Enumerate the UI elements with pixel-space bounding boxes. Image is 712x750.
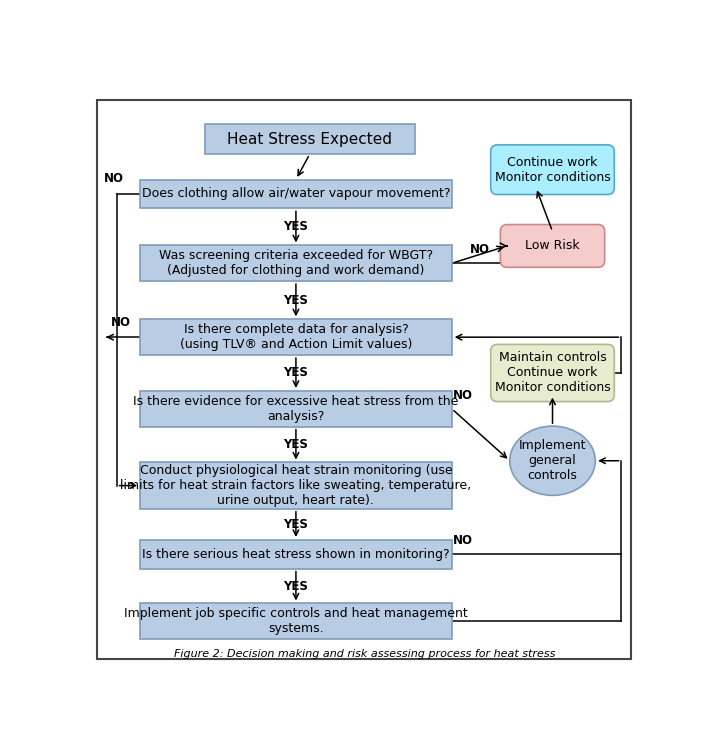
Text: Is there complete data for analysis?
(using TLV® and Action Limit values): Is there complete data for analysis? (us… — [179, 323, 412, 351]
FancyBboxPatch shape — [205, 124, 414, 154]
FancyBboxPatch shape — [140, 540, 452, 568]
Text: Figure 2: Decision making and risk assessing process for heat stress: Figure 2: Decision making and risk asses… — [174, 649, 555, 658]
FancyBboxPatch shape — [140, 320, 452, 355]
Text: Is there evidence for excessive heat stress from the
analysis?: Is there evidence for excessive heat str… — [133, 394, 459, 423]
Text: NO: NO — [469, 243, 489, 256]
FancyBboxPatch shape — [140, 179, 452, 209]
Text: NO: NO — [453, 388, 473, 402]
FancyBboxPatch shape — [140, 463, 452, 509]
Text: YES: YES — [283, 220, 308, 233]
Text: NO: NO — [110, 316, 130, 328]
Ellipse shape — [510, 426, 595, 496]
Text: Continue work
Monitor conditions: Continue work Monitor conditions — [495, 156, 610, 184]
Text: Implement job specific controls and heat management
systems.: Implement job specific controls and heat… — [124, 608, 468, 635]
FancyBboxPatch shape — [140, 245, 452, 281]
Text: Does clothing allow air/water vapour movement?: Does clothing allow air/water vapour mov… — [142, 188, 450, 200]
Text: Was screening criteria exceeded for WBGT?
(Adjusted for clothing and work demand: Was screening criteria exceeded for WBGT… — [159, 249, 433, 278]
Text: YES: YES — [283, 294, 308, 307]
Text: Implement
general
controls: Implement general controls — [519, 440, 586, 482]
Text: Low Risk: Low Risk — [525, 239, 580, 253]
FancyBboxPatch shape — [140, 604, 452, 639]
Text: Heat Stress Expected: Heat Stress Expected — [227, 131, 392, 146]
Text: NO: NO — [104, 172, 124, 185]
Text: YES: YES — [283, 367, 308, 380]
Text: Maintain controls
Continue work
Monitor conditions: Maintain controls Continue work Monitor … — [495, 352, 610, 395]
Text: YES: YES — [283, 580, 308, 592]
Text: Conduct physiological heat strain monitoring (use
limits for heat strain factors: Conduct physiological heat strain monito… — [120, 464, 471, 507]
FancyBboxPatch shape — [140, 391, 452, 427]
FancyBboxPatch shape — [491, 145, 614, 194]
Text: NO: NO — [453, 535, 473, 548]
FancyBboxPatch shape — [501, 224, 604, 267]
Text: YES: YES — [283, 438, 308, 451]
Text: YES: YES — [283, 518, 308, 531]
FancyBboxPatch shape — [491, 344, 614, 401]
Text: Is there serious heat stress shown in monitoring?: Is there serious heat stress shown in mo… — [142, 548, 450, 561]
